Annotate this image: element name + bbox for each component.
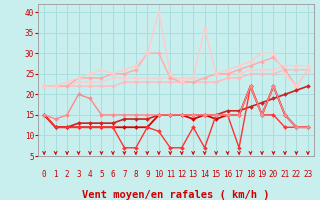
X-axis label: Vent moyen/en rafales ( km/h ): Vent moyen/en rafales ( km/h ) — [82, 190, 270, 200]
